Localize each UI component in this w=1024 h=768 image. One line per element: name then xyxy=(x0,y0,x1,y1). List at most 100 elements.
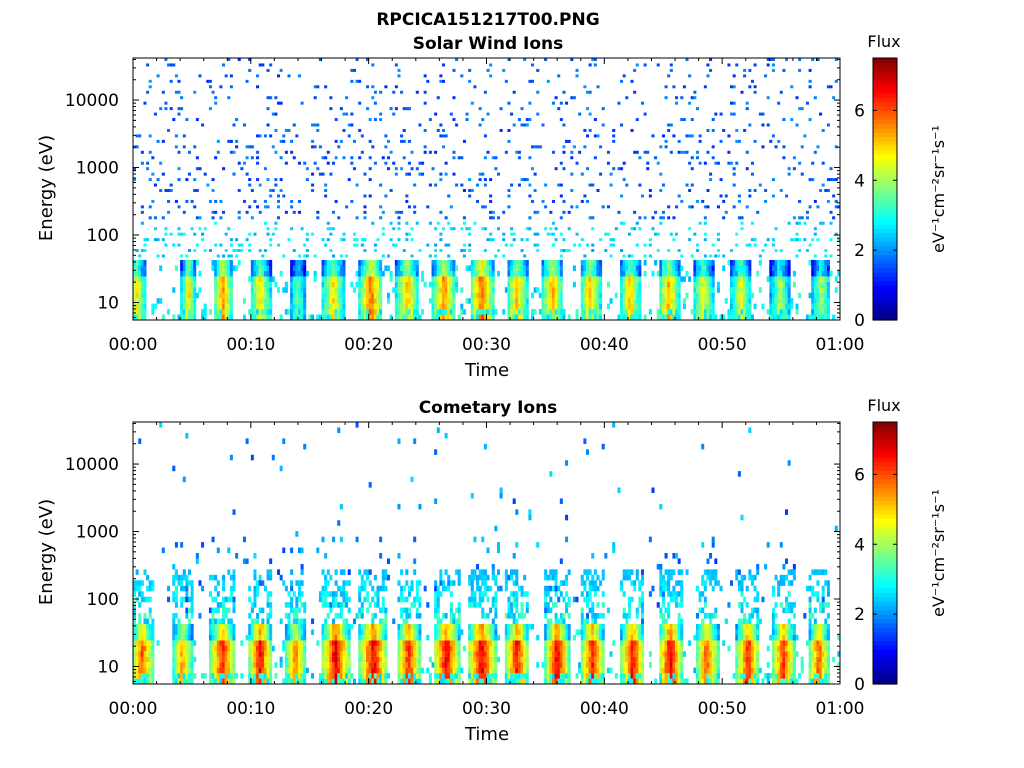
heatmap-cell xyxy=(808,205,812,209)
heatmap-cell xyxy=(400,569,404,575)
heatmap-cell xyxy=(510,662,514,668)
heatmap-cell xyxy=(274,112,278,116)
heatmap-cell xyxy=(232,150,236,154)
heatmap-cell xyxy=(208,673,212,679)
heatmap-cell xyxy=(410,580,414,586)
heatmap-cell xyxy=(363,281,367,288)
heatmap-cell xyxy=(363,249,367,253)
heatmap-cell xyxy=(284,629,288,635)
heatmap-cell xyxy=(570,58,574,61)
heatmap-cell xyxy=(368,569,372,575)
heatmap-cell xyxy=(300,314,304,321)
heatmap-cell xyxy=(266,309,270,315)
heatmap-cell xyxy=(261,276,265,282)
heatmap-cell xyxy=(297,259,301,266)
heatmap-cell xyxy=(418,656,422,663)
heatmap-cell xyxy=(811,58,815,61)
heatmap-cell xyxy=(785,259,789,266)
heatmap-cell xyxy=(703,221,707,225)
heatmap-cell xyxy=(245,145,249,149)
heatmap-cell xyxy=(140,281,144,288)
heatmap-cell xyxy=(297,309,301,315)
heatmap-cell xyxy=(329,281,333,288)
heatmap-cell xyxy=(368,667,372,674)
heatmap-cell xyxy=(468,580,472,586)
heatmap-cell xyxy=(146,161,150,165)
heatmap-cell xyxy=(512,309,516,315)
colorbar-swatch xyxy=(873,258,897,264)
heatmap-cell xyxy=(211,596,215,603)
heatmap-cell xyxy=(397,580,401,586)
heatmap-cell xyxy=(318,145,322,149)
heatmap-cell xyxy=(478,673,482,679)
heatmap-cell xyxy=(208,645,212,652)
heatmap-cell xyxy=(400,673,404,679)
heatmap-cell xyxy=(572,281,576,288)
heatmap-cell xyxy=(688,101,692,105)
heatmap-cell xyxy=(271,276,275,282)
heatmap-cell xyxy=(258,580,262,586)
heatmap-cell xyxy=(455,673,459,679)
heatmap-cell xyxy=(481,227,485,231)
heatmap-cell xyxy=(133,662,137,668)
heatmap-cell xyxy=(156,640,160,646)
heatmap-cell xyxy=(329,591,333,597)
heatmap-cell xyxy=(321,259,325,266)
heatmap-cell xyxy=(593,287,597,293)
y-tick-label: 10000 xyxy=(65,91,119,111)
heatmap-cell xyxy=(575,161,579,165)
heatmap-cell xyxy=(295,531,299,537)
heatmap-cell xyxy=(447,194,451,198)
heatmap-cell xyxy=(486,634,490,641)
heatmap-cell xyxy=(470,270,474,277)
heatmap-cell xyxy=(381,607,385,614)
heatmap-cell xyxy=(148,662,152,668)
heatmap-cell xyxy=(507,205,511,209)
heatmap-cell xyxy=(512,673,516,679)
heatmap-cell xyxy=(517,270,521,277)
heatmap-cell xyxy=(470,591,474,597)
heatmap-cell xyxy=(295,292,299,299)
heatmap-cell xyxy=(452,259,456,266)
heatmap-cell xyxy=(167,128,171,132)
heatmap-cell xyxy=(586,298,590,304)
heatmap-cell xyxy=(470,656,474,663)
heatmap-cell xyxy=(785,292,789,299)
heatmap-cell xyxy=(313,123,317,127)
heatmap-cell xyxy=(546,281,550,288)
heatmap-cell xyxy=(515,656,519,663)
x-tick-label: 00:50 xyxy=(698,335,747,355)
heatmap-cell xyxy=(261,292,265,299)
heatmap-cell xyxy=(185,645,189,652)
heatmap-cell xyxy=(486,287,490,293)
heatmap-cell xyxy=(167,63,171,67)
heatmap-cell xyxy=(593,292,597,299)
heatmap-cell xyxy=(381,640,385,646)
heatmap-cell xyxy=(334,673,338,679)
heatmap-cell xyxy=(685,183,689,187)
heatmap-cell xyxy=(180,640,184,646)
heatmap-cell xyxy=(266,314,270,321)
heatmap-cell xyxy=(256,287,260,293)
heatmap-cell xyxy=(211,678,215,685)
heatmap-cell xyxy=(297,270,301,277)
heatmap-cell xyxy=(300,309,304,315)
heatmap-cell xyxy=(434,183,438,187)
heatmap-cell xyxy=(363,172,367,176)
heatmap-cell xyxy=(779,287,783,293)
heatmap-cell xyxy=(434,292,438,299)
heatmap-cell xyxy=(368,178,372,182)
heatmap-cell xyxy=(177,107,181,111)
heatmap-cell xyxy=(303,651,307,657)
heatmap-cell xyxy=(174,90,178,94)
heatmap-cell xyxy=(203,314,207,321)
heatmap-cell xyxy=(360,667,364,674)
heatmap-cell xyxy=(811,303,815,310)
heatmap-cell xyxy=(748,68,752,72)
heatmap-cell xyxy=(373,259,377,266)
heatmap-cell xyxy=(321,298,325,304)
heatmap-cell xyxy=(373,292,377,299)
heatmap-cell xyxy=(449,656,453,663)
heatmap-cell xyxy=(400,210,404,214)
heatmap-cell xyxy=(507,292,511,299)
